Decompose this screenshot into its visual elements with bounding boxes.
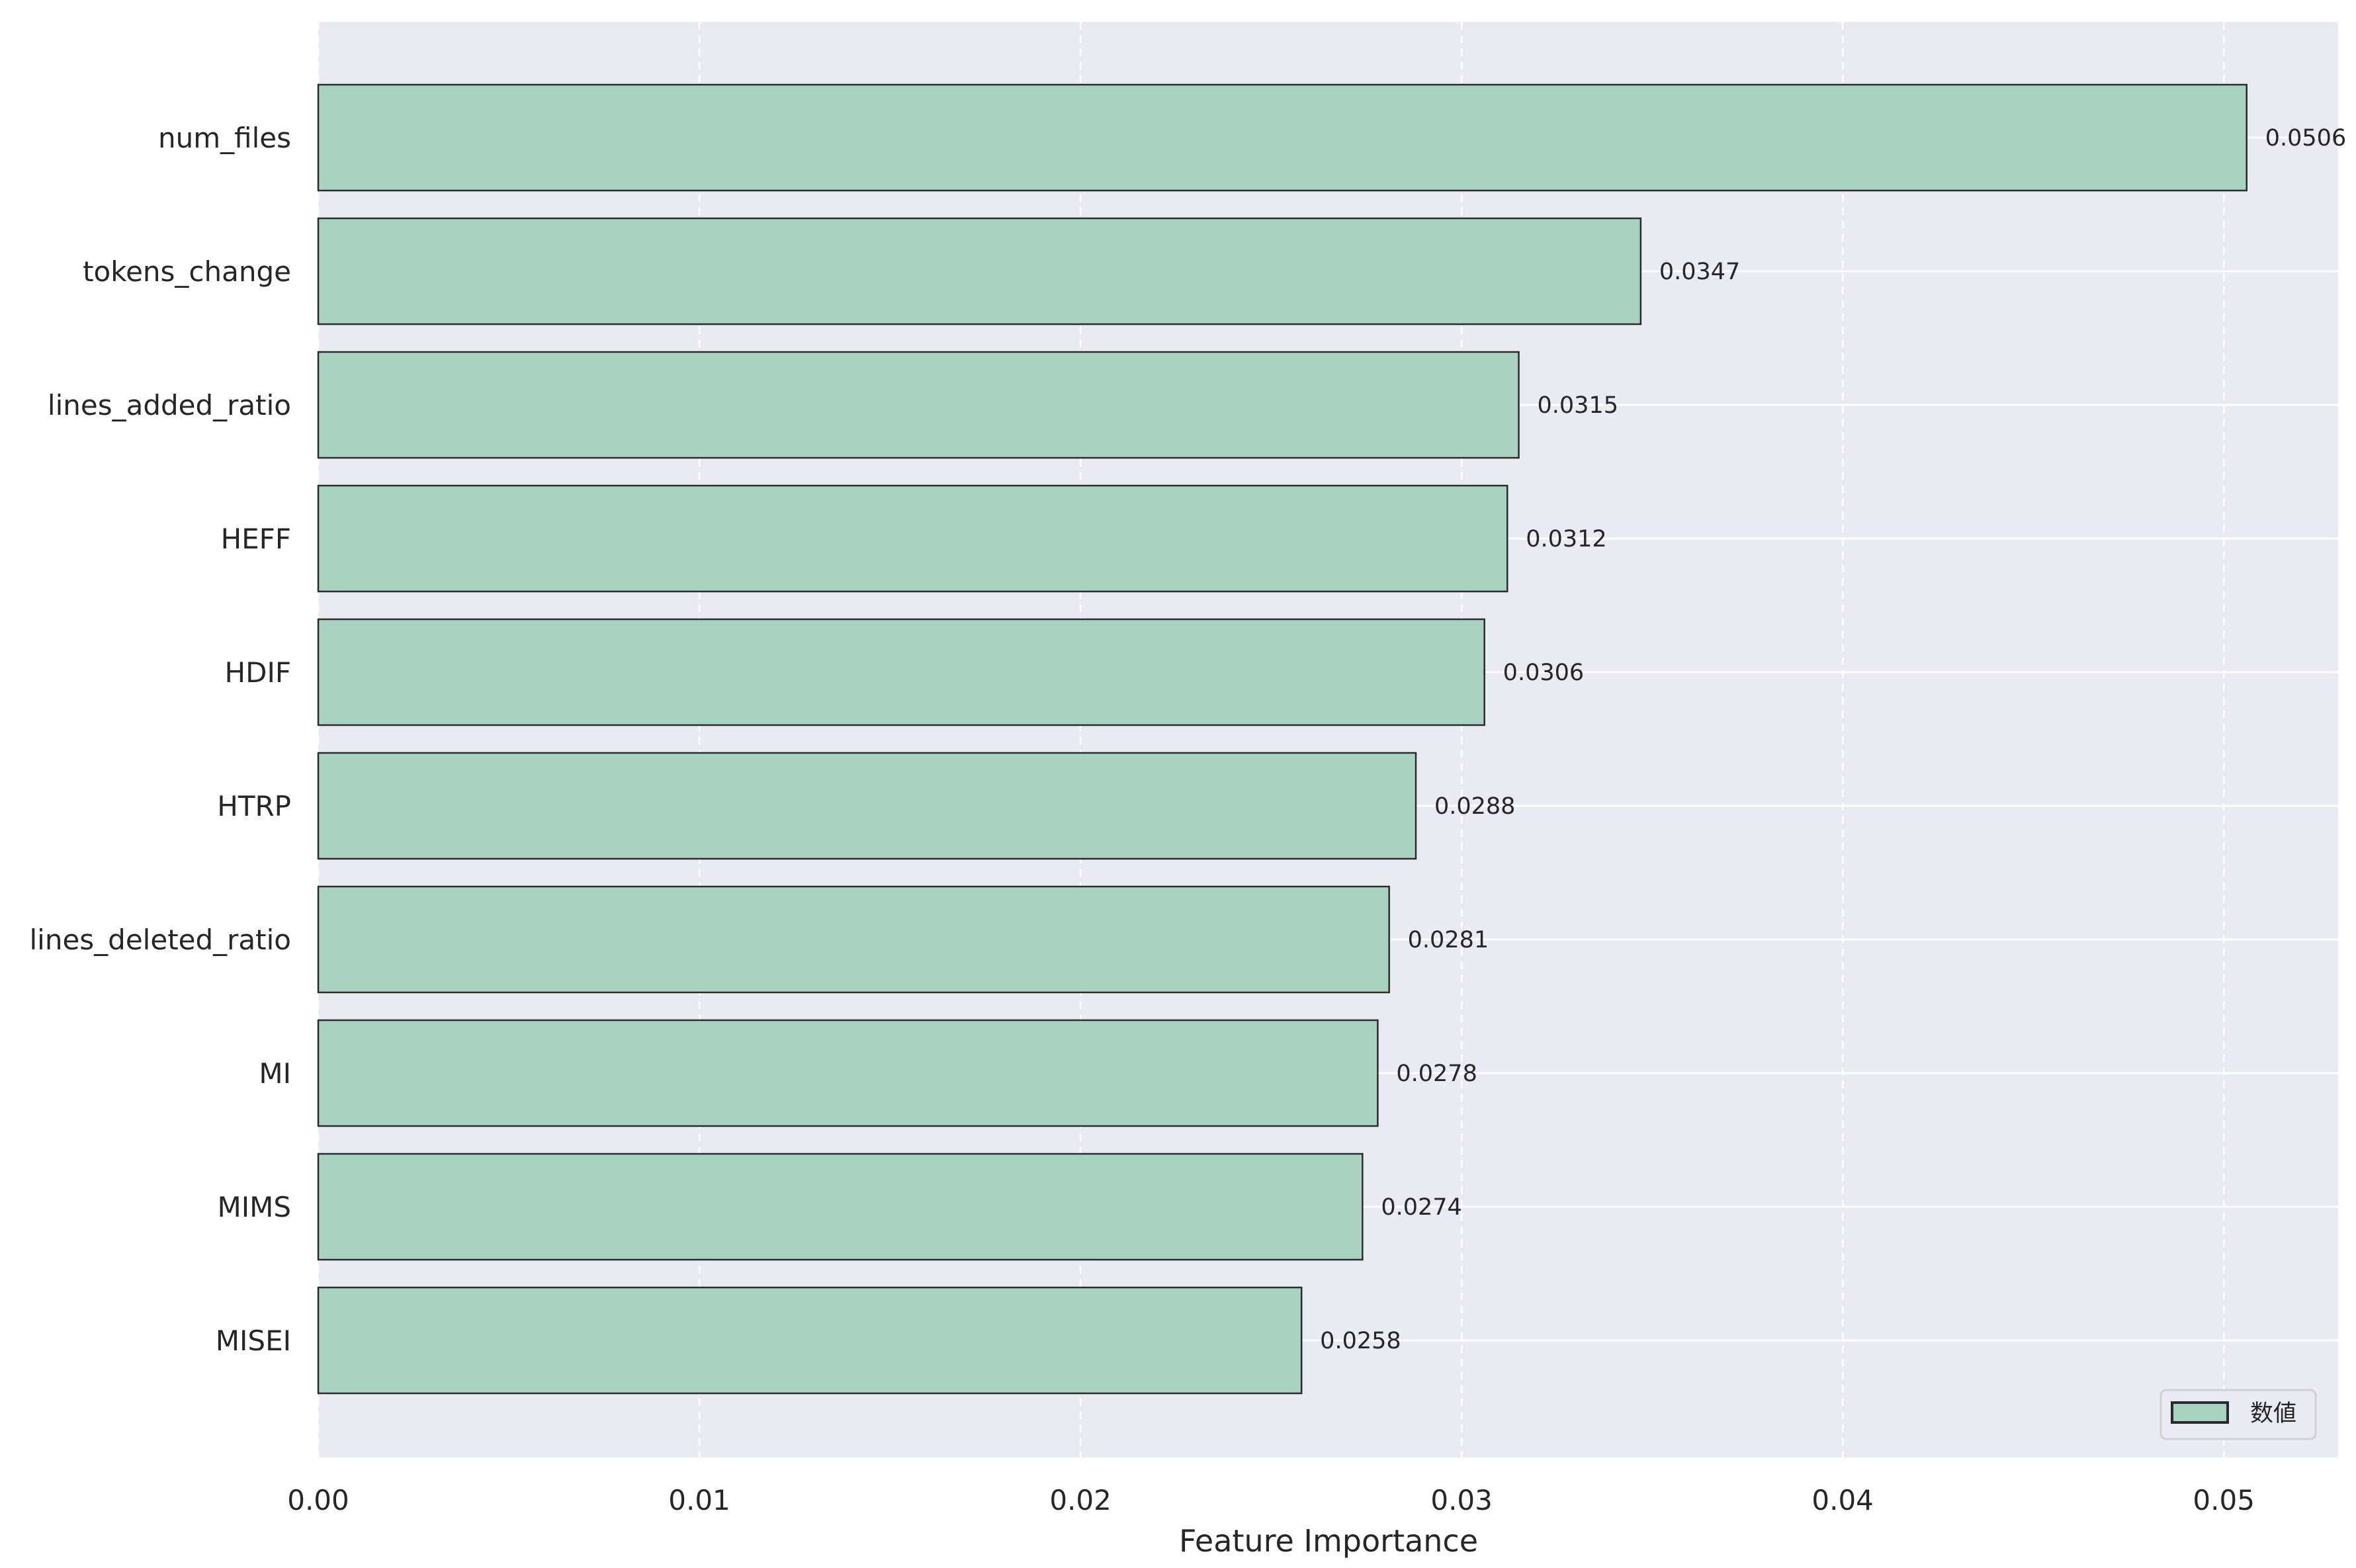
x-axis-label: Feature Importance [1179, 1523, 1478, 1559]
bar-value-label: 0.0306 [1503, 660, 1584, 686]
bar-value-label: 0.0274 [1381, 1194, 1462, 1221]
y-tick-label: HDIF [225, 656, 291, 689]
x-tick-label: 0.00 [287, 1484, 349, 1516]
x-tick-label: 0.01 [668, 1484, 730, 1516]
y-tick-label: HTRP [217, 790, 291, 822]
y-tick-label: lines_deleted_ratio [30, 924, 292, 956]
bar-lines-deleted-ratio [317, 885, 1390, 994]
bar-value-label: 0.0288 [1434, 793, 1515, 820]
bar-value-label: 0.0281 [1408, 927, 1489, 953]
y-tick-label: lines_added_ratio [48, 389, 291, 421]
bar-htrp [317, 752, 1417, 860]
bar-value-label: 0.0347 [1659, 259, 1740, 285]
bar-misei [317, 1286, 1303, 1395]
y-tick-label: MIMS [217, 1191, 291, 1223]
x-tick-label: 0.04 [1811, 1484, 1874, 1516]
bar-tokens-change [317, 217, 1642, 326]
y-tick-label: tokens_change [83, 255, 291, 288]
bar-lines-added-ratio [317, 351, 1520, 459]
x-tick-label: 0.02 [1049, 1484, 1112, 1516]
bar-value-label: 0.0506 [2265, 125, 2346, 152]
bar-value-label: 0.0278 [1396, 1061, 1477, 1087]
bar-mims [317, 1153, 1364, 1261]
y-tick-label: MISEI [216, 1325, 291, 1357]
legend: 数値 [2160, 1389, 2317, 1440]
y-tick-label: MI [259, 1057, 291, 1090]
bar-hdif [317, 618, 1485, 726]
y-tick-label: num_files [158, 122, 291, 154]
y-tick-label: HEFF [221, 523, 291, 555]
bar-value-label: 0.0315 [1538, 392, 1618, 419]
bar-mi [317, 1019, 1379, 1127]
x-tick-label: 0.03 [1430, 1484, 1493, 1516]
bar-heff [317, 484, 1508, 593]
bar-value-label: 0.0312 [1526, 526, 1606, 552]
x-tick-label: 0.05 [2193, 1484, 2255, 1516]
legend-swatch [2171, 1401, 2229, 1424]
bar-value-label: 0.0258 [1320, 1328, 1401, 1354]
bar-num-files [317, 83, 2248, 192]
legend-label: 数値 [2250, 1401, 2296, 1427]
